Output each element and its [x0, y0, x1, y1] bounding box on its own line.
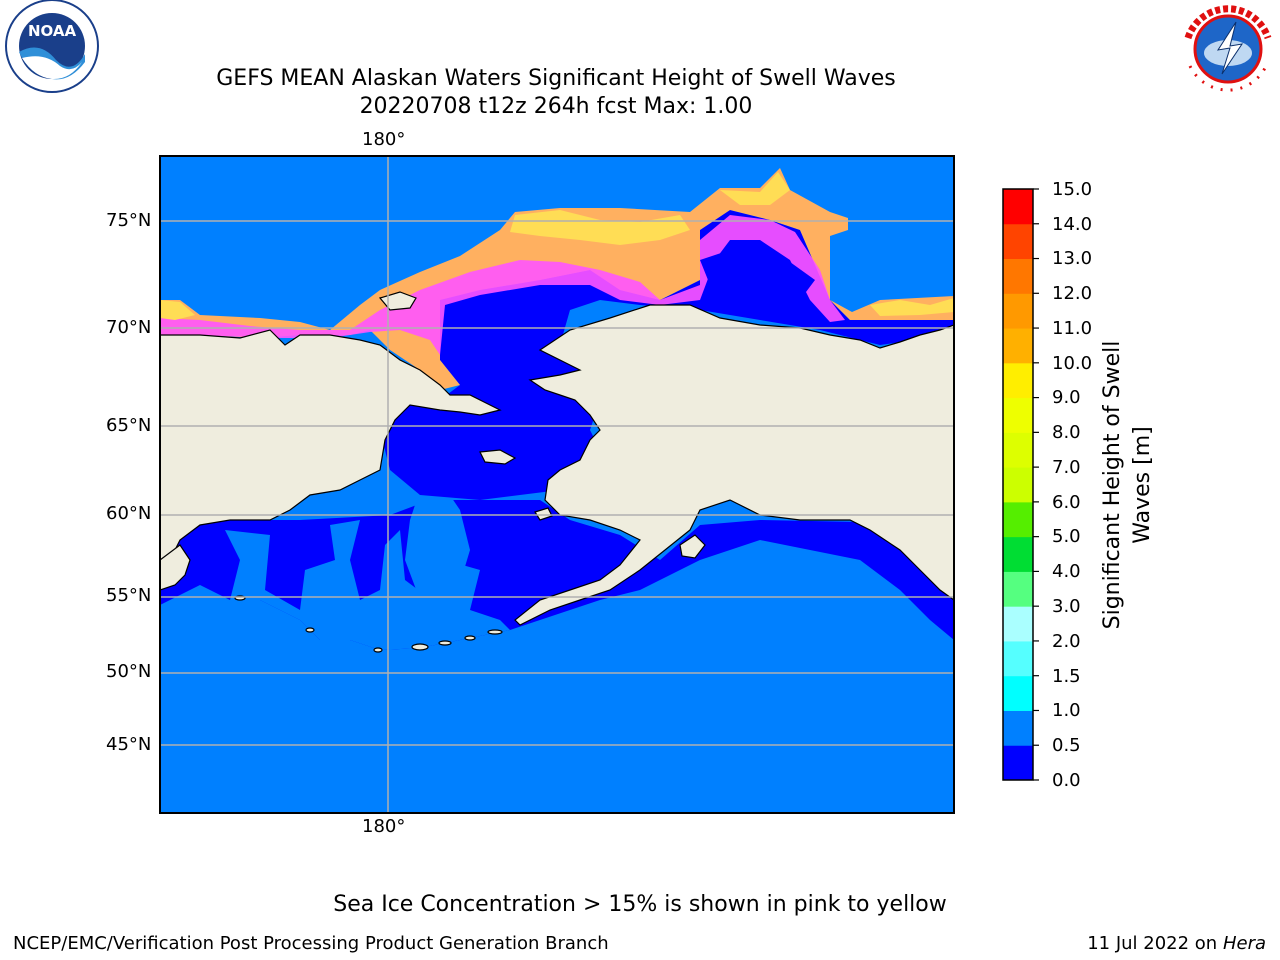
colorbar-swatch-0.5-1.0 — [1003, 710, 1033, 746]
sea-ice-area-yellow — [720, 172, 790, 205]
colorbar-tick-label: 9.0 — [1052, 387, 1081, 408]
footer-date-text: 11 Jul 2022 on — [1087, 933, 1223, 954]
lat-label: 45°N — [106, 734, 152, 755]
colorbar-swatch-5.0-6.0 — [1003, 501, 1033, 538]
map-graticule — [160, 156, 954, 813]
colorbar-tick-label: 11.0 — [1052, 318, 1093, 339]
land-alaska — [514, 304, 954, 626]
colorbar-tick-label: 10.0 — [1052, 353, 1093, 374]
land-st-lawrence-island — [479, 449, 517, 465]
colorbar-swatch-1.5-2.0 — [1003, 640, 1033, 677]
ocean-swell-0.5-1.0 — [405, 488, 470, 645]
land-kamchatka — [160, 544, 191, 591]
colorbar-tick-label: 14.0 — [1052, 214, 1093, 235]
colorbar-swatch-12.0-13.0 — [1003, 258, 1033, 294]
colorbar-swatch-6.0-7.0 — [1003, 467, 1033, 503]
colorbar-swatch-8.0-9.0 — [1003, 397, 1033, 433]
svg-text:NOAA: NOAA — [28, 22, 77, 40]
sea-ice-area-yellow — [510, 210, 690, 245]
colorbar-swatch-13.0-14.0 — [1003, 223, 1033, 260]
colorbar-tick-label: 2.0 — [1052, 631, 1081, 652]
ocean-swell-0.0-0.5 — [700, 250, 770, 290]
land-nunivak-island — [534, 507, 553, 521]
map-plot-area — [160, 156, 954, 813]
land-kodiak — [679, 534, 706, 559]
sea-ice-area-yellow — [160, 300, 195, 320]
colorbar-frame — [1002, 188, 1034, 781]
colorbar-tick-label: 15.0 — [1052, 179, 1093, 200]
sea-ice-area-yellow — [870, 298, 954, 316]
land-siberia — [160, 329, 502, 571]
colorbar-swatch-2.0-3.0 — [1003, 606, 1033, 642]
ocean-swell-0.0-0.5 — [755, 262, 815, 300]
colorbar-tick-label: 13.0 — [1052, 248, 1093, 269]
colorbar-swatch-3.0-4.0 — [1003, 571, 1033, 607]
lat-label: 65°N — [106, 415, 152, 436]
colorbar-tick-label: 12.0 — [1052, 283, 1093, 304]
map-frame — [159, 155, 955, 814]
colorbar-tick-label: 0.5 — [1052, 735, 1081, 756]
colorbar-swatch-10.0-11.0 — [1003, 328, 1033, 364]
colorbar-swatch-1.0-1.5 — [1003, 675, 1033, 711]
colorbar-swatch-9.0-10.0 — [1003, 362, 1033, 399]
colorbar-tick-label: 3.0 — [1052, 596, 1081, 617]
colorbar-title: Significant Height of Swell Waves [m] — [1100, 340, 1155, 630]
sea-ice-note: Sea Ice Concentration > 15% is shown in … — [333, 892, 947, 917]
colorbar-tick-label: 1.5 — [1052, 666, 1081, 687]
colorbar-swatch-7.0-8.0 — [1003, 432, 1033, 468]
colorbar-tick-label: 4.0 — [1052, 561, 1081, 582]
colorbar-tick-label: 6.0 — [1052, 492, 1081, 513]
lat-label: 55°N — [106, 585, 152, 606]
footer-date: 11 Jul 2022 on Hera — [1087, 933, 1266, 954]
footer-credit: NCEP/EMC/Verification Post Processing Pr… — [13, 933, 609, 954]
map-subtitle: 20220708 t12z 264h fcst Max: 1.00 — [359, 94, 753, 119]
lat-label: 70°N — [106, 317, 152, 338]
lon-label-bottom: 180° — [362, 816, 406, 837]
colorbar-ticks — [1033, 188, 1039, 781]
map-title: GEFS MEAN Alaskan Waters Significant Hei… — [216, 66, 896, 91]
colorbar-tick-label: 1.0 — [1052, 700, 1081, 721]
lat-label: 50°N — [106, 661, 152, 682]
colorbar-swatch-4.0-5.0 — [1003, 536, 1033, 572]
colorbar-tick-label: 0.0 — [1052, 770, 1081, 791]
footer-host: Hera — [1222, 933, 1266, 954]
lat-label: 75°N — [106, 210, 152, 231]
nws-logo — [1181, 2, 1275, 96]
colorbar — [1003, 189, 1033, 781]
colorbar-tick-label: 8.0 — [1052, 422, 1081, 443]
colorbar-swatch-0.0-0.5 — [1003, 745, 1033, 781]
colorbar-tick-label: 5.0 — [1052, 526, 1081, 547]
colorbar-swatch-14.0-15.0 — [1003, 189, 1033, 225]
lat-label: 60°N — [106, 503, 152, 524]
noaa-logo: NOAA — [5, 0, 99, 93]
colorbar-tick-label: 7.0 — [1052, 457, 1081, 478]
colorbar-swatch-11.0-12.0 — [1003, 293, 1033, 329]
sea-ice-area-pink — [160, 215, 845, 355]
lon-label-top: 180° — [362, 129, 406, 150]
